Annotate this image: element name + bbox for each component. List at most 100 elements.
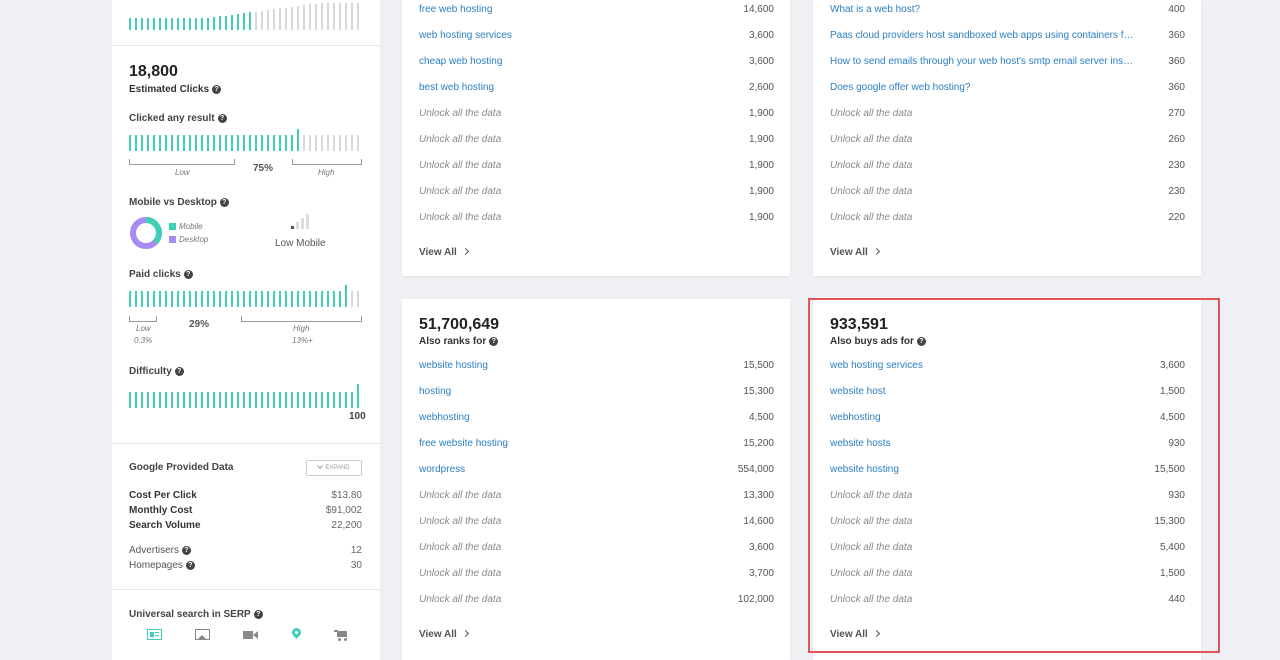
keyword-link[interactable]: website hosting (419, 360, 488, 371)
unlock-data-link[interactable]: Unlock all the data (830, 212, 913, 223)
bar (171, 392, 173, 408)
also-ranks-count: 51,700,649 (419, 316, 500, 333)
keyword-link[interactable]: hosting (419, 386, 452, 397)
keyword-link[interactable]: What is a web host? (830, 4, 921, 15)
keyword-row: Does google offer web hosting? 360 (830, 78, 1185, 98)
keyword-link[interactable]: free website hosting (419, 438, 508, 449)
bar (231, 135, 233, 151)
help-icon[interactable]: ? (182, 546, 192, 555)
keyword-link[interactable]: How to send emails through your web host… (830, 56, 1135, 67)
help-icon[interactable]: ? (489, 337, 499, 346)
unlock-data-link[interactable]: Unlock all the data (419, 594, 502, 605)
bar (303, 135, 305, 151)
bar (249, 135, 251, 151)
unlock-data-link[interactable]: Unlock all the data (830, 160, 913, 171)
unlock-data-link[interactable]: Unlock all the data (419, 212, 502, 223)
search-volume: 15,300 (1154, 516, 1185, 527)
bar (339, 392, 341, 408)
image-icon[interactable] (195, 628, 211, 642)
keyword-link[interactable]: webhosting (419, 412, 470, 423)
bar (279, 291, 281, 307)
keyword-row: wordpress 554,000 (419, 460, 774, 480)
bar (165, 135, 167, 151)
metric-value: 30 (350, 560, 362, 571)
bar (183, 392, 185, 408)
difficulty-bars (129, 384, 363, 408)
help-icon[interactable]: ? (212, 85, 222, 94)
bar (225, 15, 227, 30)
help-icon[interactable]: ? (174, 367, 184, 376)
selection-highlight (808, 298, 1220, 653)
unlock-data-link[interactable]: Unlock all the data (419, 516, 502, 527)
estimated-clicks-label: Estimated Clicks? (129, 84, 222, 95)
bar (129, 135, 131, 151)
unlock-data-link[interactable]: Unlock all the data (419, 542, 502, 553)
bar (267, 392, 269, 408)
keyword-link[interactable]: web hosting services (419, 30, 512, 41)
estimated-clicks-value: 18,800 (129, 63, 178, 80)
bar (237, 14, 239, 30)
keyword-link[interactable]: cheap web hosting (419, 56, 503, 67)
metric-label: Monthly Cost (129, 505, 193, 516)
search-volume: 1,900 (748, 160, 774, 171)
help-icon[interactable]: ? (253, 610, 263, 619)
bar (351, 392, 353, 408)
help-icon[interactable]: ? (185, 561, 195, 570)
unlock-data-link[interactable]: Unlock all the data (830, 134, 913, 145)
unlock-data-link[interactable]: Unlock all the data (419, 186, 502, 197)
cart-icon[interactable] (334, 628, 350, 642)
search-volume: 260 (1168, 134, 1185, 145)
help-icon[interactable]: ? (183, 270, 193, 279)
help-icon[interactable]: ? (916, 337, 926, 346)
keyword-link[interactable]: free web hosting (419, 4, 493, 15)
map-pin-icon[interactable] (290, 626, 306, 642)
video-icon[interactable] (243, 628, 259, 642)
keyword-row: What is a web host? 400 (830, 0, 1185, 20)
search-volume: 3,600 (748, 542, 774, 553)
keyword-row: website hosting 15,500 (419, 356, 774, 376)
help-icon[interactable]: ? (217, 114, 227, 123)
view-all-link[interactable]: View All (419, 629, 469, 640)
keyword-row: Unlock all the data 5,400 (830, 538, 1185, 558)
keyword-link[interactable]: best web hosting (419, 82, 495, 93)
bar (165, 291, 167, 307)
unlock-data-link[interactable]: Unlock all the data (830, 186, 913, 197)
bar (297, 129, 299, 151)
bar (333, 392, 335, 408)
bar (315, 135, 317, 151)
view-all-link[interactable]: View All (830, 247, 880, 258)
news-icon[interactable] (147, 628, 163, 642)
unlock-data-link[interactable]: Unlock all the data (830, 108, 913, 119)
view-all-link[interactable]: View All (419, 247, 469, 258)
unlock-data-link[interactable]: Unlock all the data (419, 134, 502, 145)
search-volume: 15,300 (743, 386, 774, 397)
keyword-link[interactable]: wordpress (419, 464, 466, 475)
bar (297, 392, 299, 408)
expand-button[interactable]: EXPAND (306, 460, 362, 476)
keyword-row: Unlock all the data 15,300 (830, 512, 1185, 532)
search-volume: 4,500 (1159, 412, 1185, 423)
metric-label: Search Volume (129, 520, 201, 531)
unlock-data-link[interactable]: Unlock all the data (419, 108, 502, 119)
unlock-data-link[interactable]: Unlock all the data (419, 490, 502, 501)
unlock-data-link[interactable]: Unlock all the data (419, 568, 502, 579)
bar (183, 291, 185, 307)
keyword-link[interactable]: Does google offer web hosting? (830, 82, 971, 93)
view-all-link[interactable]: View All (830, 629, 880, 640)
keyword-row: Unlock all the data 930 (830, 486, 1185, 506)
search-volume: 360 (1168, 82, 1185, 93)
bar (327, 392, 329, 408)
bar (177, 392, 179, 408)
keyword-row: Unlock all the data 1,900 (419, 182, 774, 202)
help-icon[interactable]: ? (219, 198, 229, 207)
bar (207, 18, 209, 30)
bar (249, 392, 251, 408)
bar (159, 291, 161, 307)
unlock-data-link[interactable]: Unlock all the data (419, 160, 502, 171)
bar (249, 12, 251, 30)
bar (183, 135, 185, 151)
keyword-row: Unlock all the data 270 (830, 104, 1185, 124)
bar (213, 17, 215, 30)
keyword-link[interactable]: Paas cloud providers host sandboxed web … (830, 30, 1135, 41)
search-volume: 230 (1168, 160, 1185, 171)
